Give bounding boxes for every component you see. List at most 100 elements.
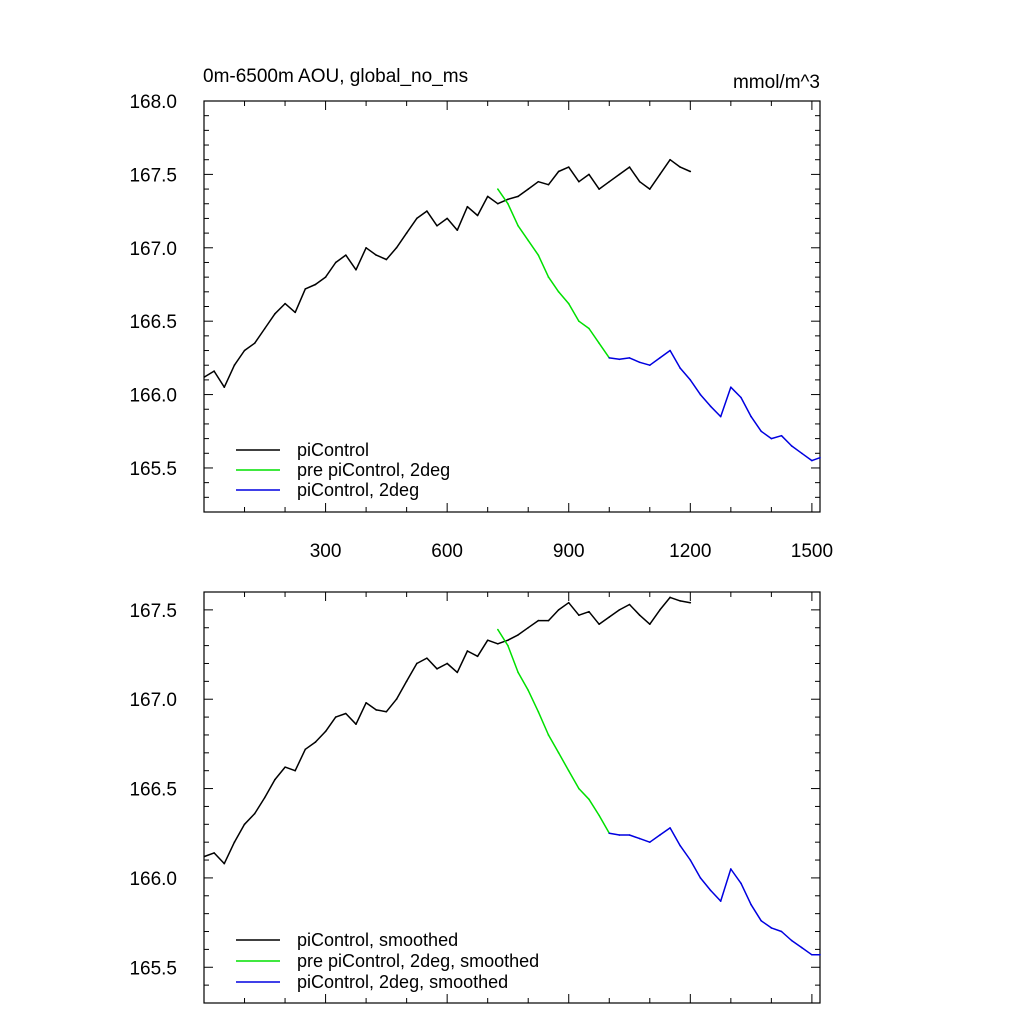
data-point — [507, 639, 509, 642]
legend-label: pre piControl, 2deg, smoothed — [297, 951, 539, 971]
series-line-2 — [609, 349, 821, 462]
data-point — [699, 877, 702, 879]
data-point — [466, 205, 469, 208]
data-point — [324, 730, 327, 733]
data-point — [719, 415, 722, 418]
data-point — [648, 188, 651, 190]
data-point — [740, 396, 742, 399]
data-point — [527, 689, 530, 692]
data-point — [243, 349, 246, 352]
y-tick-label: 166.0 — [129, 386, 177, 407]
data-point — [811, 459, 813, 462]
data-point — [324, 276, 327, 278]
data-point — [203, 376, 206, 378]
data-point — [507, 202, 509, 205]
data-point — [345, 712, 347, 715]
data-point — [819, 953, 821, 956]
data-point — [547, 619, 550, 622]
data-point — [385, 258, 388, 261]
data-point — [385, 710, 388, 713]
data-point — [750, 903, 752, 906]
legend-label: piControl — [297, 440, 369, 460]
data-point — [547, 183, 550, 186]
data-point — [648, 364, 651, 367]
data-point — [446, 217, 448, 220]
y-tick-label: 167.5 — [129, 165, 177, 186]
data-point — [426, 210, 428, 212]
data-point — [598, 342, 600, 344]
data-point — [628, 603, 631, 606]
data-point — [294, 769, 296, 772]
data-point — [578, 180, 580, 183]
data-point — [345, 254, 347, 256]
data-point — [486, 639, 489, 642]
data-point — [740, 882, 742, 885]
data-point — [405, 680, 408, 683]
data-point — [537, 710, 540, 713]
data-point — [669, 827, 671, 829]
data-point — [375, 254, 378, 256]
data-point — [405, 232, 408, 234]
data-point — [355, 723, 357, 726]
data-point — [557, 291, 560, 293]
data-point — [476, 655, 479, 658]
y-tick-label: 165.5 — [129, 958, 177, 979]
y-tick-label: 166.5 — [129, 780, 177, 801]
data-point — [213, 370, 215, 372]
data-point — [517, 195, 519, 198]
bottom-chart-panel: 165.5 166.0 166.5 167.0 167.5 piControl, smoo… — [129, 591, 821, 1004]
data-point — [557, 752, 560, 754]
data-point — [253, 812, 256, 815]
data-point — [557, 609, 560, 611]
data-point — [608, 180, 611, 183]
data-point — [608, 357, 611, 359]
legend-label: pre piControl, 2deg — [297, 460, 450, 480]
data-point — [689, 170, 692, 173]
data-point — [628, 166, 631, 168]
data-point — [578, 787, 580, 790]
data-point — [486, 195, 489, 198]
y-tick-label: 168.0 — [129, 92, 177, 113]
data-point — [709, 405, 712, 408]
data-point — [669, 158, 671, 161]
series-line-2 — [609, 827, 820, 956]
data-point — [780, 930, 783, 933]
x-tick-label: 600 — [431, 541, 463, 562]
series-line-1 — [497, 188, 610, 359]
data-point — [689, 379, 692, 381]
data-point — [659, 173, 661, 176]
data-point — [355, 269, 357, 271]
top-chart-units: mmol/m^3 — [733, 72, 820, 93]
data-point — [233, 841, 236, 843]
data-point — [770, 927, 773, 929]
data-point — [588, 173, 590, 176]
data-point — [811, 953, 813, 956]
series-line-1 — [497, 629, 610, 834]
data-point — [669, 596, 671, 599]
data-point — [395, 246, 398, 249]
data-point — [213, 852, 215, 854]
data-point — [679, 844, 681, 847]
data-point — [730, 386, 732, 389]
top-chart-panel: 300 600 900 1200 1500 165.5 166.0 166.5 167.0 167… — [129, 92, 833, 562]
data-point — [800, 452, 803, 455]
data-point — [223, 386, 226, 389]
data-point — [537, 180, 540, 183]
data-point — [517, 634, 519, 636]
data-point — [274, 778, 276, 781]
x-tick-label: 1500 — [791, 541, 833, 562]
data-point — [598, 814, 600, 817]
data-point — [567, 769, 570, 772]
data-point — [669, 349, 671, 352]
data-point — [375, 709, 378, 711]
data-point — [709, 889, 712, 892]
data-point — [638, 614, 641, 617]
data-point — [537, 254, 540, 256]
data-point — [659, 609, 661, 611]
data-point — [497, 188, 499, 190]
data-point — [304, 748, 307, 751]
data-point — [618, 609, 621, 611]
data-point — [253, 342, 256, 344]
legend-label: piControl, smoothed — [297, 930, 458, 950]
